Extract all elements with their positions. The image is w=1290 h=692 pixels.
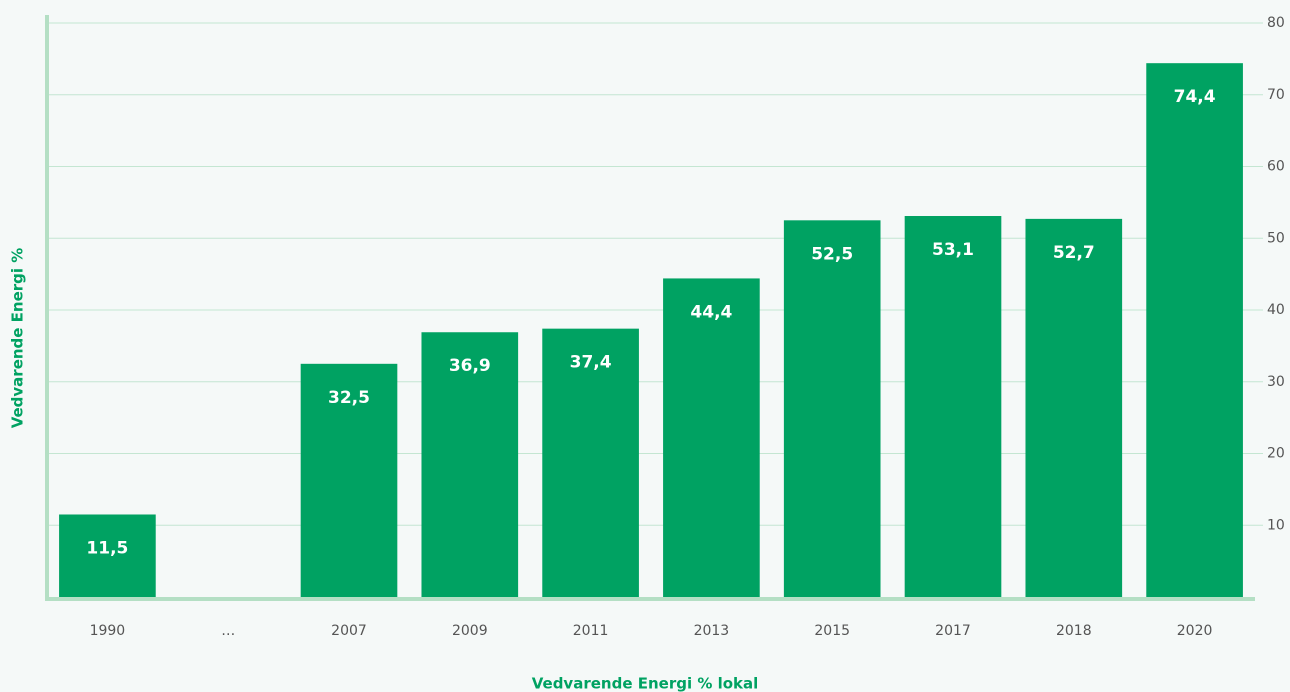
- value-label: 52,5: [811, 244, 853, 264]
- x-tick-label: 2007: [331, 623, 367, 639]
- value-label: 36,9: [449, 356, 491, 376]
- bar: [421, 332, 519, 597]
- x-tick-label: 2009: [452, 623, 488, 639]
- value-label: 37,4: [570, 353, 612, 373]
- bar: [1025, 218, 1123, 597]
- value-label: 11,5: [86, 538, 128, 558]
- x-tick-label: 1990: [90, 623, 126, 639]
- value-label: 44,4: [690, 302, 732, 322]
- y-tick-label: 30: [1267, 374, 1285, 390]
- bar: [663, 278, 760, 597]
- bar: [300, 363, 398, 597]
- x-tick-label: 2018: [1056, 623, 1092, 639]
- bar: [783, 220, 881, 597]
- x-tick-label: 2020: [1177, 623, 1213, 639]
- x-tick-label: 2011: [573, 623, 609, 639]
- y-tick-label: 70: [1267, 87, 1285, 103]
- bar: [59, 514, 156, 597]
- y-tick-label: 80: [1267, 15, 1285, 31]
- bar: [542, 328, 639, 597]
- x-axis-label: Vedvarende Energi % lokal: [532, 675, 759, 692]
- value-label: 74,4: [1174, 87, 1216, 107]
- x-tick-label: 2013: [694, 623, 730, 639]
- value-label: 53,1: [932, 240, 974, 260]
- value-label: 32,5: [328, 388, 370, 408]
- bar: [1146, 63, 1243, 598]
- y-tick-label: 20: [1267, 446, 1285, 462]
- y-tick-label: 50: [1267, 230, 1285, 246]
- value-label: 52,7: [1053, 243, 1095, 263]
- bar: [904, 216, 1002, 597]
- y-tick-label: 10: [1267, 517, 1285, 533]
- x-tick-label: 2015: [814, 623, 850, 639]
- y-tick-label: 60: [1267, 159, 1285, 175]
- x-tick-label: …: [221, 623, 235, 639]
- y-axis-label: Vedvarende Energi %: [9, 248, 27, 429]
- x-tick-label: 2017: [935, 623, 971, 639]
- y-tick-label: 40: [1267, 302, 1285, 318]
